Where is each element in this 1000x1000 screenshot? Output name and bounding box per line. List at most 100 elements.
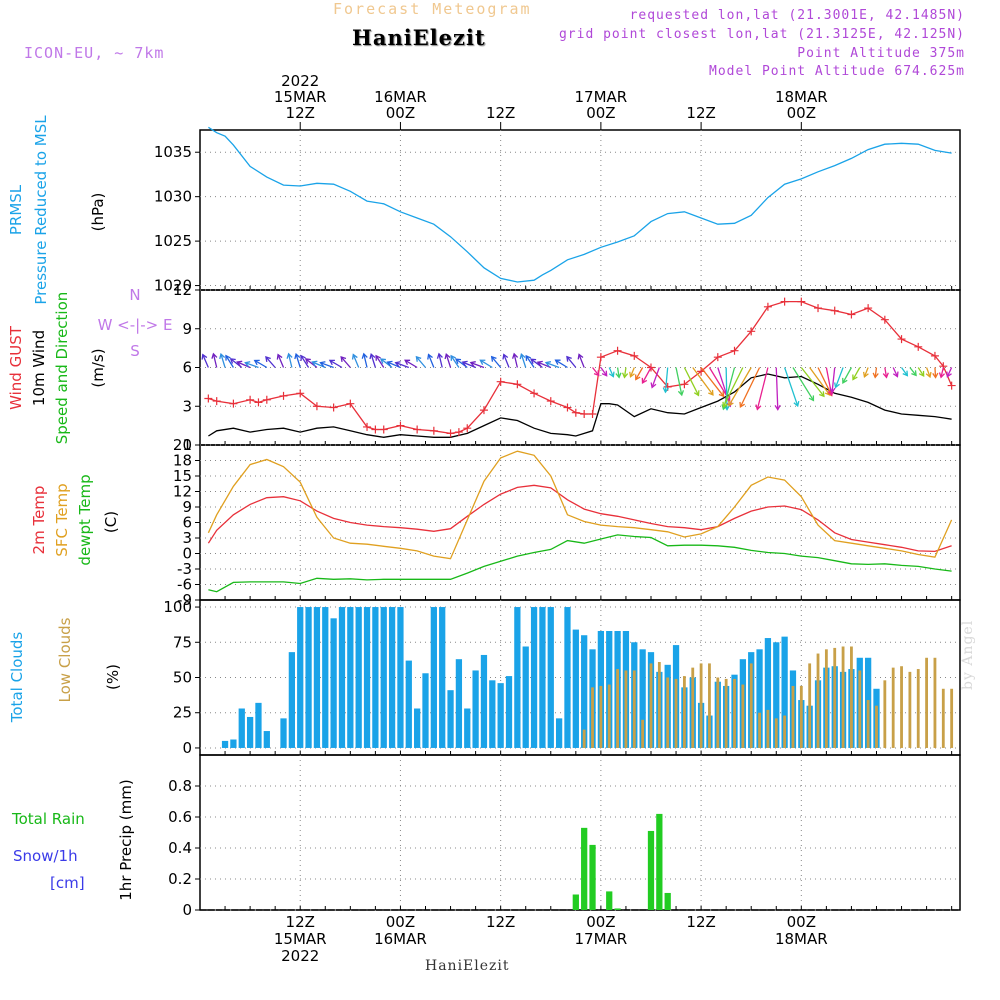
temp-label-dewpt: dewpt Temp	[76, 474, 94, 565]
wind-arrow-head	[925, 371, 932, 379]
wind-arrow-head	[834, 382, 840, 389]
wind-arrow-head	[294, 352, 301, 360]
wind-arrow-head	[852, 374, 858, 381]
low-cloud-bar	[816, 653, 820, 748]
low-cloud-bar	[891, 667, 895, 748]
gust-marker	[613, 346, 622, 355]
gust-marker	[454, 428, 463, 437]
y-tick-label: 12	[173, 281, 192, 299]
low-cloud-bar	[783, 715, 787, 748]
wind-label-10m: 10m Wind	[30, 330, 48, 406]
wind-arrow-head	[502, 353, 509, 360]
wind-arrow-head	[225, 354, 231, 361]
gust-marker	[246, 395, 255, 404]
bottom-time-label: 16MAR	[374, 930, 427, 948]
low-cloud-bar	[875, 705, 878, 748]
top-time-label: 12Z	[686, 104, 715, 122]
total-cloud-bar	[514, 607, 521, 748]
panel-frame-4	[199, 754, 961, 911]
pressure-unit: (hPa)	[89, 193, 107, 232]
wind-arrow-head	[872, 372, 879, 379]
top-time-label: 17MAR	[575, 88, 628, 106]
wind-arrow	[925, 367, 931, 378]
wind-arrow-head	[946, 371, 952, 378]
low-cloud-bar	[599, 685, 603, 748]
wind-arrow-head	[629, 371, 635, 378]
clouds-label-low: Low Clouds	[56, 617, 74, 702]
wind-arrow-head	[479, 359, 486, 365]
low-cloud-bar	[591, 687, 594, 748]
y-tick-label: 6	[182, 514, 192, 532]
y-tick-label: 18	[173, 452, 192, 470]
wind-arrow-head	[755, 404, 762, 411]
wind-arrow-head	[201, 353, 208, 360]
wind-arrow	[491, 356, 502, 368]
wind-arrow	[884, 367, 888, 378]
wind-arrow-head	[718, 391, 725, 398]
wind-arrow	[254, 359, 268, 369]
gust-marker	[730, 346, 739, 355]
series-line-2m-temp	[207, 484, 952, 553]
wind-arrow	[842, 367, 852, 384]
wind-arrow	[545, 361, 560, 369]
wind-arrow-head	[328, 359, 335, 366]
wind-arrow-head	[386, 360, 393, 367]
total-cloud-bar	[388, 607, 396, 748]
wind-arrow-head	[819, 391, 825, 398]
wind-arrow	[340, 356, 351, 368]
y-tick-label: -3	[177, 560, 192, 578]
wind-arrow	[555, 359, 568, 369]
wind-arrow	[909, 367, 917, 376]
y-tick-label: 0	[182, 901, 192, 919]
gust-marker	[546, 397, 555, 406]
y-tick-label: 1035	[154, 143, 192, 161]
top-time-label: 00Z	[386, 104, 415, 122]
top-time-label: 00Z	[586, 104, 615, 122]
wind-arrow	[739, 367, 761, 408]
wind-arrow-head	[404, 359, 411, 366]
total-cloud-bar	[380, 607, 387, 748]
low-cloud-bar	[632, 670, 636, 748]
low-cloud-bar	[841, 646, 845, 748]
total-cloud-bar	[464, 708, 471, 748]
precip-label-cm: [cm]	[50, 874, 85, 892]
wind-arrow	[295, 353, 301, 368]
gust-marker	[312, 402, 321, 411]
wind-arrow-head	[662, 387, 669, 394]
wind-arrow-head	[536, 360, 543, 367]
low-cloud-bar	[733, 678, 736, 748]
wind-arrow	[445, 353, 452, 368]
wind-arrow	[756, 367, 769, 410]
wind-arrow	[852, 367, 861, 380]
total-cloud-bar	[756, 649, 763, 748]
wind-arrow	[728, 367, 752, 406]
low-cloud-bar	[950, 688, 954, 748]
wind-arrow	[404, 359, 418, 369]
wind-arrow-head	[436, 352, 443, 359]
gust-marker	[204, 394, 213, 403]
gust-marker	[229, 399, 238, 408]
wind-arrow-head	[211, 352, 218, 359]
wind-arrow-head	[490, 355, 497, 362]
wind-arrow	[450, 355, 460, 368]
wind-arrow-head	[902, 370, 909, 377]
wind-arrow	[831, 367, 836, 393]
wind-arrow	[623, 367, 627, 378]
low-cloud-bar	[883, 680, 887, 748]
precip-bar	[647, 830, 655, 910]
gust-marker	[296, 389, 305, 398]
low-cloud-bar	[766, 709, 770, 748]
gust-marker	[530, 389, 539, 398]
gust-marker	[897, 335, 906, 344]
wind-arrow	[395, 362, 410, 369]
gust-marker	[814, 304, 823, 313]
wind-arrow	[641, 367, 652, 384]
wind-arrow-head	[728, 400, 734, 407]
y-tick-label: 100	[163, 598, 192, 616]
temp-unit: (C)	[102, 511, 120, 533]
wind-arrow	[874, 367, 878, 378]
pressure-label-msl: Pressure Reduced to MSL	[32, 115, 50, 305]
low-cloud-bar	[791, 685, 795, 748]
top-time-label: 18MAR	[775, 88, 828, 106]
gust-marker	[396, 421, 405, 430]
